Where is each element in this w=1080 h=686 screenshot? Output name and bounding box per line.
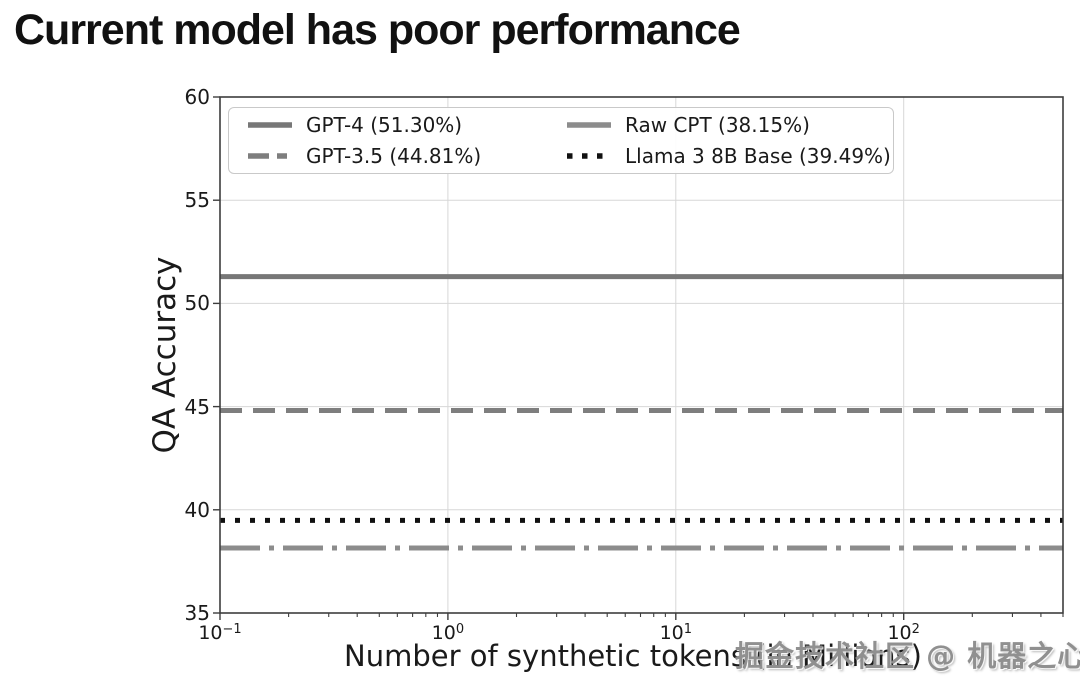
legend-item-llama: Llama 3 8B Base (39.49%) [566,144,893,168]
gpt35-line-marker-icon [248,153,292,159]
y-axis-label: QA Accuracy [147,256,183,454]
y-tick-label: 50 [184,291,210,316]
y-tick-label: 35 [184,601,210,625]
watermark: 掘金技术社区 @ 机器之心 [735,639,1080,673]
y-tick-label: 60 [184,85,210,109]
rawcpt-line-marker-icon [567,122,611,128]
x-axis-label: Number of synthetic tokens (in Millions) [344,639,922,673]
y-tick-label: 40 [184,497,210,522]
legend: GPT-4 (51.30%) GPT-3.5 (44.81%) Raw CPT … [228,107,894,174]
x-tick-label: 102 [887,622,920,644]
legend-item-gpt35: GPT-3.5 (44.81%) [247,144,566,168]
legend-label: Raw CPT (38.15%) [625,113,810,138]
legend-label: Llama 3 8B Base (39.49%) [625,143,891,168]
y-tick-label: 55 [184,188,210,213]
gpt4-line-marker-icon [248,122,292,128]
llama-line-marker-icon [567,153,611,159]
legend-item-rawcpt: Raw CPT (38.15%) [566,113,893,137]
plot-frame [219,96,1064,614]
chart-title: Current model has poor performance [14,6,741,54]
y-tick-label: 45 [184,394,210,419]
legend-label: GPT-3.5 (44.81%) [306,143,482,168]
x-tick-label: 100 [431,622,465,644]
x-tick-label: 101 [659,622,693,644]
x-tick-label: 10−1 [198,622,242,644]
legend-item-gpt4: GPT-4 (51.30%) [247,113,566,137]
legend-label: GPT-4 (51.30%) [306,113,463,138]
